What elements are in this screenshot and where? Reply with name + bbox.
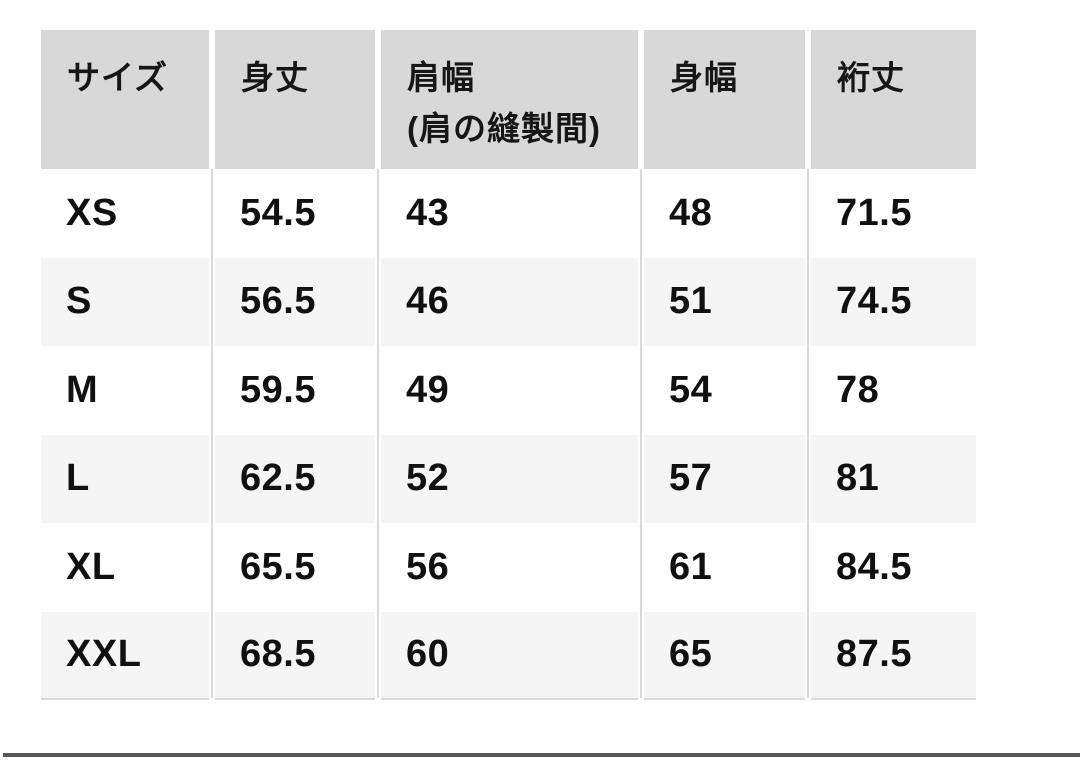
- shoulder-width-cell: 56: [377, 523, 638, 612]
- bottom-divider: [3, 753, 1080, 757]
- body-width-cell: 65: [640, 611, 805, 700]
- column-header-label: 裄丈: [837, 59, 905, 96]
- shoulder-width-cell: 60: [377, 611, 638, 700]
- column-header-shoulder-width: 肩幅 (肩の縫製間): [381, 30, 638, 169]
- sleeve-length-cell: 81: [807, 434, 976, 523]
- table-row: S 56.5 46 51 74.5: [41, 257, 976, 346]
- column-header-label: 身幅: [670, 59, 738, 96]
- column-header-label: 肩幅: [407, 59, 475, 96]
- sleeve-length-cell: 71.5: [807, 169, 976, 258]
- body-length-cell: 68.5: [211, 611, 375, 700]
- size-chart-table: サイズ 身丈 肩幅 (肩の縫製間) 身幅 裄丈 XS 54.5 43 48 71…: [41, 30, 976, 700]
- body-length-cell: 62.5: [211, 434, 375, 523]
- sleeve-length-cell: 87.5: [807, 611, 976, 700]
- column-header-size: サイズ: [41, 30, 209, 169]
- body-width-cell: 51: [640, 257, 805, 346]
- column-header-body-width: 身幅: [644, 30, 805, 169]
- column-header-body-length: 身丈: [215, 30, 375, 169]
- size-cell: L: [41, 434, 209, 523]
- body-length-cell: 54.5: [211, 169, 375, 258]
- size-cell: XS: [41, 169, 209, 258]
- body-length-cell: 59.5: [211, 346, 375, 435]
- shoulder-width-cell: 49: [377, 346, 638, 435]
- sleeve-length-cell: 84.5: [807, 523, 976, 612]
- table-header-row: サイズ 身丈 肩幅 (肩の縫製間) 身幅 裄丈: [41, 30, 976, 169]
- body-length-cell: 56.5: [211, 257, 375, 346]
- shoulder-width-cell: 43: [377, 169, 638, 258]
- table-row: L 62.5 52 57 81: [41, 434, 976, 523]
- body-width-cell: 61: [640, 523, 805, 612]
- sleeve-length-cell: 74.5: [807, 257, 976, 346]
- shoulder-width-cell: 46: [377, 257, 638, 346]
- column-header-label: 身丈: [241, 59, 309, 96]
- table-row: XS 54.5 43 48 71.5: [41, 169, 976, 258]
- column-header-sublabel: (肩の縫製間): [407, 110, 601, 147]
- column-header-sleeve-length: 裄丈: [811, 30, 976, 169]
- body-width-cell: 57: [640, 434, 805, 523]
- sleeve-length-cell: 78: [807, 346, 976, 435]
- table-row: XL 65.5 56 61 84.5: [41, 523, 976, 612]
- size-cell: XXL: [41, 611, 209, 700]
- table-row: M 59.5 49 54 78: [41, 346, 976, 435]
- body-width-cell: 54: [640, 346, 805, 435]
- table-row: XXL 68.5 60 65 87.5: [41, 611, 976, 700]
- body-width-cell: 48: [640, 169, 805, 258]
- column-header-label: サイズ: [67, 59, 169, 96]
- shoulder-width-cell: 52: [377, 434, 638, 523]
- size-cell: S: [41, 257, 209, 346]
- body-length-cell: 65.5: [211, 523, 375, 612]
- size-cell: XL: [41, 523, 209, 612]
- size-cell: M: [41, 346, 209, 435]
